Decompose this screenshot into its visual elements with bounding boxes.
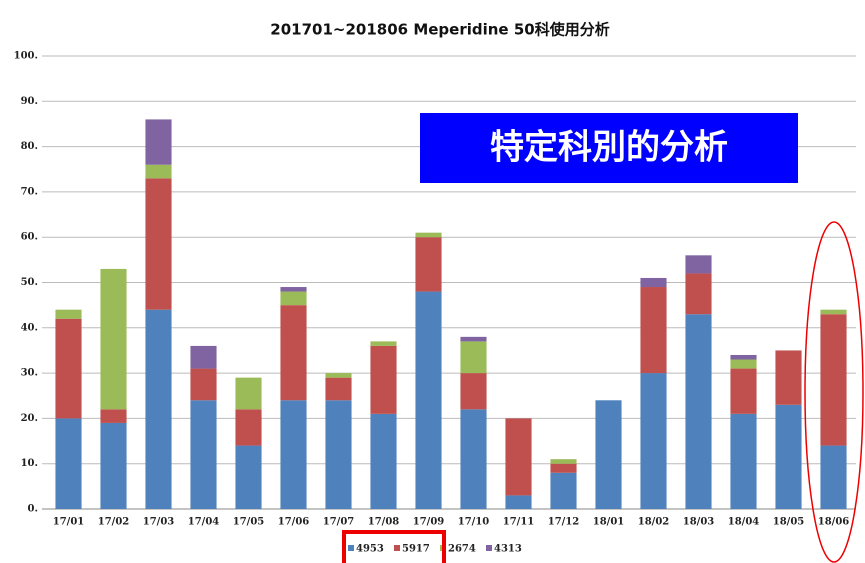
bar-segment — [460, 341, 487, 374]
y-tick-label: 10. — [21, 458, 38, 469]
bar-segment — [235, 377, 262, 410]
x-tick-label: 18/04 — [728, 517, 760, 528]
bar-segment — [280, 287, 307, 292]
bar-segment — [415, 291, 442, 509]
bar-segment — [145, 164, 172, 179]
bar-segment — [235, 409, 262, 446]
x-tick-label: 17/11 — [503, 517, 534, 528]
x-tick-label: 17/06 — [278, 517, 310, 528]
y-tick-label: 0. — [28, 504, 38, 515]
x-tick-label: 18/06 — [818, 517, 850, 528]
bar-segment — [640, 373, 667, 509]
chart-title: 201701~201806 Meperidine 50科使用分析 — [270, 21, 609, 39]
legend-highlight — [342, 530, 446, 563]
x-tick-label: 17/08 — [368, 517, 400, 528]
y-tick-label: 20. — [21, 413, 38, 424]
bar-segment — [505, 495, 532, 509]
legend-swatch — [348, 545, 354, 551]
y-tick-label: 50. — [21, 277, 38, 288]
bar-segment — [820, 309, 847, 315]
bar-segment — [730, 354, 757, 360]
bar-segment — [370, 341, 397, 346]
y-tick-label: 30. — [21, 368, 38, 379]
annotation: 特定科別的分析 — [490, 128, 728, 168]
bar-segment — [100, 268, 127, 410]
bar-segment — [415, 232, 442, 238]
bar-segment — [505, 418, 532, 496]
x-tick-label: 17/05 — [233, 517, 265, 528]
y-tick-label: 90. — [21, 96, 38, 107]
y-tick-label: 100. — [14, 51, 38, 62]
x-tick-label: 17/02 — [98, 517, 130, 528]
bar-segment — [145, 309, 172, 509]
legend-label: 5917 — [402, 544, 430, 555]
bar-segment — [55, 318, 82, 419]
y-tick-label: 80. — [21, 141, 38, 152]
bar-segment — [235, 445, 262, 509]
bar-segment — [685, 314, 712, 509]
y-tick-label: 60. — [21, 232, 38, 243]
annotation-box — [420, 113, 798, 183]
bar-segment — [460, 373, 487, 410]
bar-segment — [325, 377, 352, 401]
x-tick-label: 17/04 — [188, 517, 220, 528]
bar-segment — [55, 418, 82, 509]
bar-segment — [100, 409, 127, 423]
bar-segment — [775, 404, 802, 509]
x-tick-label: 18/05 — [773, 517, 805, 528]
legend-swatch — [486, 545, 492, 551]
y-tick-label: 70. — [21, 186, 38, 197]
bar-segment — [55, 309, 82, 319]
bar-segment — [640, 277, 667, 288]
x-tick-label: 17/01 — [53, 517, 84, 528]
bar-segment — [640, 287, 667, 374]
bar-segment — [415, 237, 442, 292]
bar-segment — [370, 413, 397, 509]
bar-segment — [190, 345, 217, 369]
bar-segment — [280, 291, 307, 306]
x-tick-label: 17/09 — [413, 517, 445, 528]
x-tick-label: 17/12 — [548, 517, 580, 528]
bar-segment — [820, 314, 847, 446]
bar-segment — [325, 400, 352, 509]
bar-segment — [550, 463, 577, 473]
bar-segment — [550, 472, 577, 509]
x-tick-label: 18/01 — [593, 517, 624, 528]
bar-segment — [190, 400, 217, 509]
bar-segment — [190, 368, 217, 401]
bar-segment — [550, 459, 577, 464]
bar-segment — [730, 368, 757, 414]
bar-segment — [460, 336, 487, 342]
x-tick-label: 18/03 — [683, 517, 715, 528]
bar-segment — [280, 305, 307, 401]
bar-segment — [595, 400, 622, 509]
bar-segment — [820, 445, 847, 509]
plot: 0. 10. 20. 30. 40. 50. 60. 70. 80. 90. 100. 17/01 17… — [14, 51, 856, 555]
bar-segment — [685, 273, 712, 315]
bar-segment — [325, 373, 352, 378]
bar-segment — [730, 359, 757, 369]
bar-segment — [730, 413, 757, 509]
legend-label: 2674 — [448, 544, 476, 555]
bar-segment — [370, 345, 397, 414]
x-tick-label: 17/03 — [143, 517, 175, 528]
bar-segment — [775, 350, 802, 405]
bar-segment — [685, 255, 712, 274]
bar-segment — [145, 119, 172, 165]
x-tick-label: 17/07 — [323, 517, 355, 528]
legend-label: 4953 — [356, 544, 384, 555]
bar-segment — [145, 178, 172, 310]
x-tick-label: 18/02 — [638, 517, 670, 528]
x-tick-label: 17/10 — [458, 517, 490, 528]
bar-highlight — [804, 221, 864, 563]
y-tick-label: 40. — [21, 322, 38, 333]
bar-segment — [280, 400, 307, 509]
bar-segment — [100, 422, 127, 509]
legend-swatch — [394, 545, 400, 551]
legend-label: 4313 — [494, 544, 522, 555]
bar-segment — [460, 409, 487, 509]
